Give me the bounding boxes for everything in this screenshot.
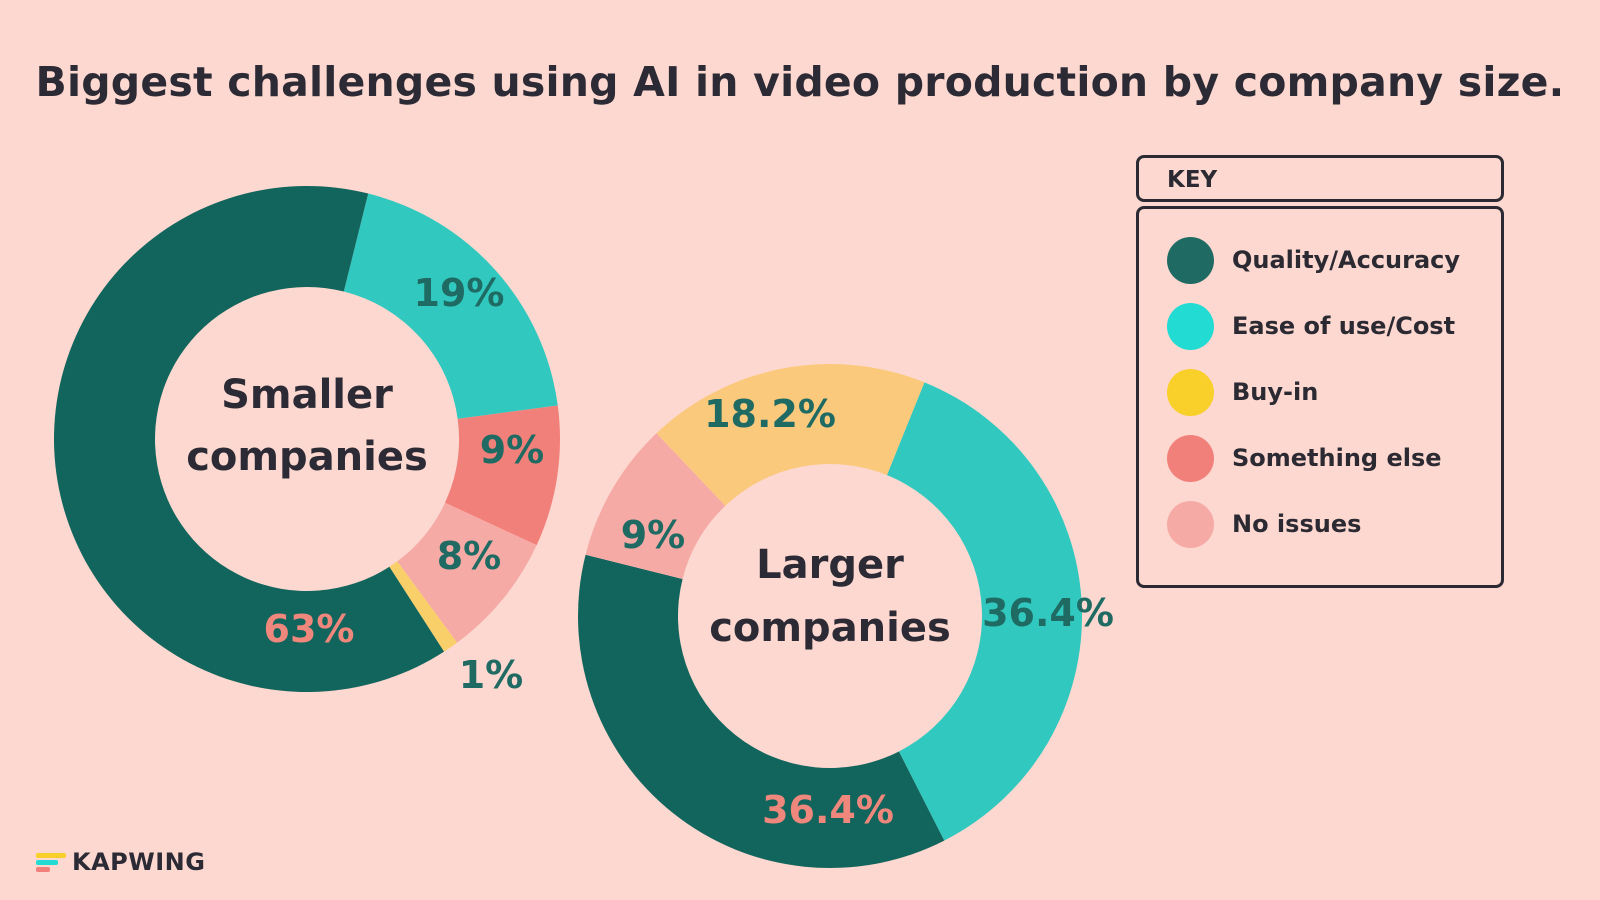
kapwing-logo-text: KAPWING [72,848,206,876]
legend-label-no-issues: No issues [1232,510,1362,538]
smaller-companies-slice-ease-of-use-cost [343,193,558,419]
legend-item-quality-accuracy: Quality/Accuracy [1167,235,1460,285]
legend: Quality/Accuracy Ease of use/Cost Buy-in… [1136,206,1504,588]
smaller-companies-slice-no-issues [397,502,537,643]
legend-item-no-issues: No issues [1167,499,1361,549]
larger-companies-label-no-issues: 9% [621,513,686,557]
legend-label-something-else: Something else [1232,444,1442,472]
smaller-companies-slice-something-else [444,405,561,546]
smaller-companies-label-ease-of-use-cost: 19% [414,271,505,315]
legend-item-something-else: Something else [1167,433,1442,483]
smaller-companies-slice-buy-in [389,561,458,652]
legend-header: KEY [1136,155,1504,202]
larger-companies-label-buy-in: 18.2% [704,392,836,436]
larger-companies-center-label: Larger [756,542,904,588]
kapwing-logo-icon [36,852,66,872]
smaller-companies-label-buy-in: 1% [459,653,524,697]
legend-swatch-ease-of-use-cost [1167,302,1214,350]
legend-swatch-something-else [1167,434,1214,482]
larger-companies-label-ease-of-use-cost: 36.4% [982,591,1114,635]
smaller-companies-center-label: Smaller [221,372,393,418]
legend-label-buy-in: Buy-in [1232,378,1319,406]
legend-header-label: KEY [1167,167,1218,193]
kapwing-logo: KAPWING [36,848,205,876]
larger-companies-slice-ease-of-use-cost [886,382,1083,841]
smaller-companies-label-no-issues: 8% [437,534,502,578]
smaller-companies-center-label: companies [186,434,428,480]
legend-swatch-buy-in [1167,368,1214,416]
legend-swatch-quality-accuracy [1167,236,1214,284]
larger-companies-slice-quality-accuracy [578,554,945,868]
legend-item-buy-in: Buy-in [1167,367,1318,417]
smaller-companies-slice-quality-accuracy [54,186,445,692]
larger-companies-slice-no-issues [585,433,726,580]
larger-companies-slice-buy-in [656,363,925,506]
legend-swatch-no-issues [1167,500,1214,548]
legend-label-ease-of-use-cost: Ease of use/Cost [1232,312,1456,340]
larger-companies-label-quality-accuracy: 36.4% [762,788,894,832]
smaller-companies-label-quality-accuracy: 63% [264,607,355,651]
legend-label-quality-accuracy: Quality/Accuracy [1232,246,1461,274]
larger-companies-center-label: companies [709,605,951,651]
legend-item-ease-of-use-cost: Ease of use/Cost [1167,301,1455,351]
chart-title: Biggest challenges using AI in video pro… [35,58,1565,106]
smaller-companies-label-something-else: 9% [480,428,545,472]
